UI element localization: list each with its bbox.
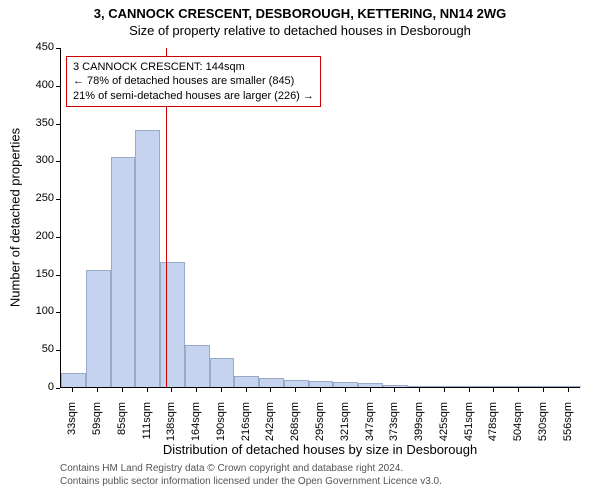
y-tick: 450 — [36, 41, 54, 53]
x-tick-mark — [196, 388, 197, 392]
y-tick: 300 — [36, 154, 54, 166]
histogram-bar — [61, 373, 86, 387]
x-tick: 111sqm — [141, 402, 153, 452]
x-tick: 530sqm — [537, 402, 549, 452]
histogram-bar — [86, 270, 111, 387]
footer-line-2: Contains public sector information licen… — [60, 475, 442, 488]
chart-title: 3, CANNOCK CRESCENT, DESBOROUGH, KETTERI… — [0, 0, 600, 21]
x-tick: 85sqm — [116, 402, 128, 452]
x-tick: 295sqm — [314, 402, 326, 452]
x-tick-mark — [543, 388, 544, 392]
info-line-2: ← 78% of detached houses are smaller (84… — [73, 74, 314, 88]
info-box: 3 CANNOCK CRESCENT: 144sqm ← 78% of deta… — [66, 56, 321, 107]
x-tick-mark — [444, 388, 445, 392]
x-tick-mark — [122, 388, 123, 392]
histogram-bar — [383, 385, 408, 387]
y-tick: 400 — [36, 79, 54, 91]
info-line-1: 3 CANNOCK CRESCENT: 144sqm — [73, 60, 314, 74]
y-tick: 0 — [48, 381, 54, 393]
x-tick: 190sqm — [215, 402, 227, 452]
histogram-bar — [457, 386, 482, 388]
x-tick-mark — [419, 388, 420, 392]
y-tick: 350 — [36, 117, 54, 129]
histogram-bar — [408, 386, 433, 388]
histogram-bar — [531, 386, 556, 387]
x-tick: 33sqm — [66, 402, 78, 452]
histogram-bar — [259, 378, 284, 387]
y-tick-mark — [56, 350, 60, 351]
y-tick: 250 — [36, 192, 54, 204]
x-tick-mark — [320, 388, 321, 392]
histogram-bar — [210, 358, 235, 387]
histogram-bar — [507, 386, 532, 387]
histogram-bar — [234, 376, 259, 387]
x-tick: 425sqm — [438, 402, 450, 452]
x-tick: 164sqm — [190, 402, 202, 452]
x-tick: 138sqm — [165, 402, 177, 452]
x-tick-mark — [370, 388, 371, 392]
x-tick-mark — [493, 388, 494, 392]
y-tick: 50 — [42, 343, 54, 355]
y-tick-mark — [56, 388, 60, 389]
x-tick-mark — [295, 388, 296, 392]
x-tick-mark — [221, 388, 222, 392]
footer-line-1: Contains HM Land Registry data © Crown c… — [60, 462, 442, 475]
histogram-bar — [556, 386, 581, 387]
x-tick-mark — [147, 388, 148, 392]
x-tick: 373sqm — [388, 402, 400, 452]
y-tick: 100 — [36, 305, 54, 317]
x-tick-mark — [97, 388, 98, 392]
y-axis-label: Number of detached properties — [8, 68, 23, 368]
x-tick: 478sqm — [487, 402, 499, 452]
y-tick-mark — [56, 48, 60, 49]
x-tick: 268sqm — [289, 402, 301, 452]
histogram-bar — [432, 386, 457, 388]
x-tick: 399sqm — [413, 402, 425, 452]
x-tick: 59sqm — [91, 402, 103, 452]
y-tick-mark — [56, 124, 60, 125]
y-tick-mark — [56, 312, 60, 313]
chart-container: 3, CANNOCK CRESCENT, DESBOROUGH, KETTERI… — [0, 0, 600, 500]
x-tick-mark — [270, 388, 271, 392]
x-tick: 242sqm — [264, 402, 276, 452]
x-tick-mark — [246, 388, 247, 392]
histogram-bar — [333, 382, 358, 387]
y-tick-mark — [56, 86, 60, 87]
x-tick-mark — [568, 388, 569, 392]
x-tick-mark — [469, 388, 470, 392]
x-tick: 556sqm — [562, 402, 574, 452]
x-tick: 321sqm — [339, 402, 351, 452]
y-tick-mark — [56, 237, 60, 238]
y-tick-mark — [56, 199, 60, 200]
histogram-bar — [135, 130, 160, 387]
histogram-bar — [185, 345, 210, 387]
x-tick: 216sqm — [240, 402, 252, 452]
y-tick: 150 — [36, 268, 54, 280]
x-tick-mark — [394, 388, 395, 392]
footer: Contains HM Land Registry data © Crown c… — [60, 462, 442, 488]
histogram-bar — [160, 262, 185, 387]
x-tick: 347sqm — [364, 402, 376, 452]
x-tick: 504sqm — [512, 402, 524, 452]
histogram-bar — [358, 383, 383, 387]
y-tick: 200 — [36, 230, 54, 242]
x-tick-mark — [345, 388, 346, 392]
x-tick: 451sqm — [463, 402, 475, 452]
y-tick-mark — [56, 161, 60, 162]
histogram-bar — [309, 381, 334, 387]
histogram-bar — [284, 380, 309, 387]
chart-subtitle: Size of property relative to detached ho… — [0, 21, 600, 38]
info-line-3: 21% of semi-detached houses are larger (… — [73, 89, 314, 103]
y-tick-mark — [56, 275, 60, 276]
x-tick-mark — [72, 388, 73, 392]
x-tick-mark — [518, 388, 519, 392]
histogram-bar — [111, 157, 136, 387]
histogram-bar — [482, 386, 507, 388]
x-tick-mark — [171, 388, 172, 392]
